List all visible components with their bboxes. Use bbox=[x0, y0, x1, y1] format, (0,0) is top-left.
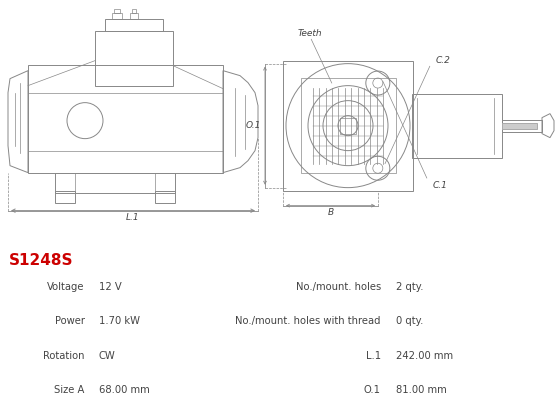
Text: CW: CW bbox=[99, 351, 115, 361]
Text: C.1: C.1 bbox=[433, 181, 448, 190]
Bar bbox=[132, 9, 136, 12]
Text: O.1: O.1 bbox=[364, 385, 381, 396]
Text: S1248S: S1248S bbox=[8, 253, 73, 268]
Text: 81.00 mm: 81.00 mm bbox=[396, 385, 447, 396]
Bar bbox=[130, 12, 138, 19]
Text: 2 qty.: 2 qty. bbox=[396, 282, 423, 292]
Text: No./mount. holes with thread: No./mount. holes with thread bbox=[235, 316, 381, 327]
Text: No./mount. holes: No./mount. holes bbox=[296, 282, 381, 292]
Bar bbox=[55, 191, 75, 203]
Text: Voltage: Voltage bbox=[48, 282, 85, 292]
Text: Rotation: Rotation bbox=[43, 351, 85, 361]
Text: Teeth: Teeth bbox=[298, 29, 323, 38]
Text: 68.00 mm: 68.00 mm bbox=[99, 385, 150, 396]
Text: L.1: L.1 bbox=[366, 351, 381, 361]
Text: 12 V: 12 V bbox=[99, 282, 122, 292]
Bar bbox=[283, 61, 413, 191]
Bar bbox=[105, 19, 163, 31]
Bar bbox=[412, 94, 502, 158]
Text: O.1: O.1 bbox=[245, 121, 261, 130]
Text: 242.00 mm: 242.00 mm bbox=[396, 351, 453, 361]
Bar bbox=[114, 9, 120, 12]
Text: C.2: C.2 bbox=[436, 56, 451, 65]
Bar bbox=[340, 118, 356, 134]
Text: 1.70 kW: 1.70 kW bbox=[99, 316, 139, 327]
Bar bbox=[301, 78, 396, 173]
Bar bbox=[55, 173, 175, 193]
Bar bbox=[502, 120, 542, 131]
Bar bbox=[112, 12, 122, 19]
Bar bbox=[95, 31, 173, 86]
Text: 0 qty.: 0 qty. bbox=[396, 316, 423, 327]
Text: Power: Power bbox=[55, 316, 85, 327]
Text: Size A: Size A bbox=[54, 385, 85, 396]
Text: L.1: L.1 bbox=[126, 213, 140, 222]
Bar bbox=[502, 123, 537, 129]
Bar bbox=[155, 191, 175, 203]
Bar bbox=[28, 64, 223, 173]
Text: B: B bbox=[328, 208, 334, 217]
